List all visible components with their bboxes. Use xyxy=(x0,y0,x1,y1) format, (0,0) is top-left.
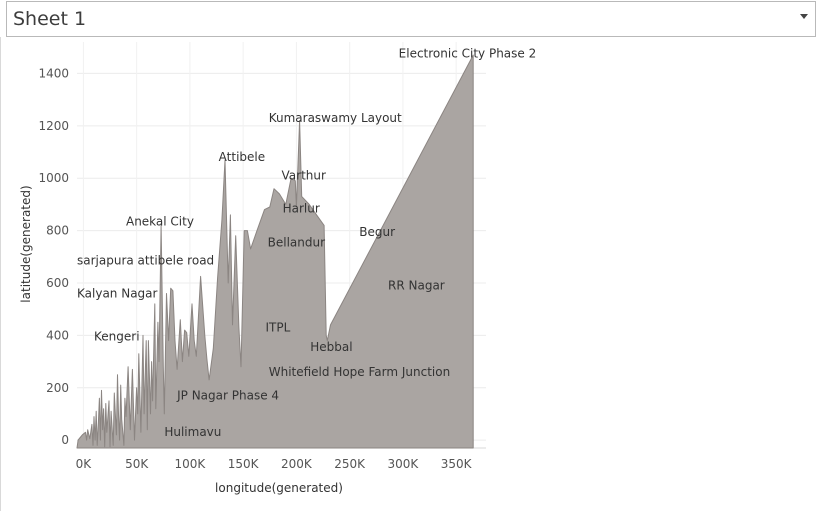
y-axis-title: latitude(generated) xyxy=(19,185,33,302)
x-tick-label: 300K xyxy=(388,457,420,471)
x-axis-title: longitude(generated) xyxy=(215,481,343,495)
point-label: JP Nagar Phase 4 xyxy=(176,389,279,403)
area-mark[interactable] xyxy=(76,54,474,449)
area-series[interactable] xyxy=(76,54,474,449)
chevron-down-icon[interactable] xyxy=(800,14,808,19)
sheet-title: Sheet 1 xyxy=(13,8,87,30)
x-tick-label: 200K xyxy=(281,457,313,471)
point-label: Harlur xyxy=(283,201,320,215)
panel-divider xyxy=(0,37,1,511)
point-label: Kengeri xyxy=(94,330,140,344)
x-tick-label: 0K xyxy=(76,457,93,471)
y-tick-label: 200 xyxy=(46,381,69,395)
point-label: Hulimavu xyxy=(164,425,221,439)
point-label: RR Nagar xyxy=(388,279,445,293)
point-label: sarjapura attibele road xyxy=(77,254,214,268)
y-tick-label: 600 xyxy=(46,276,69,290)
point-label: Anekal City xyxy=(126,214,194,228)
point-labels: Electronic City Phase 2 Kumaraswamy Layou… xyxy=(77,47,536,439)
point-label: ITPL xyxy=(266,320,291,334)
x-tick-label: 150K xyxy=(228,457,260,471)
point-label: Hebbal xyxy=(310,340,352,354)
x-tick-label: 100K xyxy=(175,457,207,471)
point-label: Whitefield Hope Farm Junction xyxy=(269,365,451,379)
x-tick-label: 350K xyxy=(441,457,473,471)
point-label: Begur xyxy=(359,225,395,239)
y-tick-label: 0 xyxy=(61,433,69,447)
y-tick-label: 1200 xyxy=(38,119,69,133)
y-tick-label: 800 xyxy=(46,224,69,238)
sheet-selector[interactable]: Sheet 1 xyxy=(6,1,816,37)
point-label: Bellandur xyxy=(268,235,325,249)
y-tick-label: 1000 xyxy=(38,171,69,185)
x-axis: 0K 50K 100K 150K 200K 250K 300K 350K xyxy=(76,447,486,471)
y-axis: 0 200 400 600 800 1000 1200 1400 xyxy=(38,66,69,447)
point-label: Electronic City Phase 2 xyxy=(399,47,537,61)
x-tick-label: 50K xyxy=(125,457,149,471)
point-label: Varthur xyxy=(282,169,326,183)
point-label: Attibele xyxy=(219,150,265,164)
y-tick-label: 400 xyxy=(46,328,69,342)
point-label: Kalyan Nagar xyxy=(77,286,158,300)
y-tick-label: 1400 xyxy=(38,66,69,80)
point-label: Kumaraswamy Layout xyxy=(269,111,402,125)
x-tick-label: 250K xyxy=(334,457,366,471)
